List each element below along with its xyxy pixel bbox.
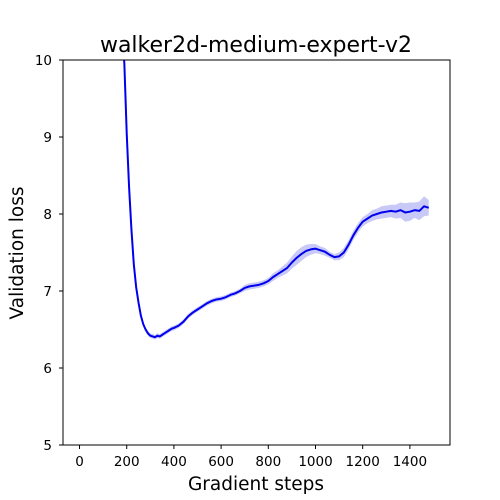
x-tick-label: 1200 [346,454,380,470]
y-axis-label: Validation loss [7,187,28,320]
chart-title: walker2d-medium-expert-v2 [100,33,412,58]
plot-frame [62,59,451,446]
x-tick-label: 600 [208,454,234,470]
y-tick-label: 8 [43,207,52,223]
y-tick-label: 9 [43,130,52,146]
x-axis: 0 200 400 600 800 1000 1200 1400 [75,445,427,470]
y-axis: 5 6 7 8 9 10 [35,53,63,454]
y-tick-label: 6 [43,361,52,377]
y-tick-label: 10 [35,53,52,69]
x-tick-label: 0 [75,454,84,470]
x-tick-label: 400 [161,454,187,470]
y-tick-label: 7 [43,284,52,300]
x-axis-label: Gradient steps [188,474,324,495]
loss-line [123,60,430,339]
x-tick-label: 1400 [393,454,427,470]
x-tick-label: 1000 [298,454,332,470]
plot-area [123,60,430,340]
x-tick-label: 800 [255,454,281,470]
y-tick-label: 5 [43,438,52,454]
x-tick-label: 200 [114,454,140,470]
